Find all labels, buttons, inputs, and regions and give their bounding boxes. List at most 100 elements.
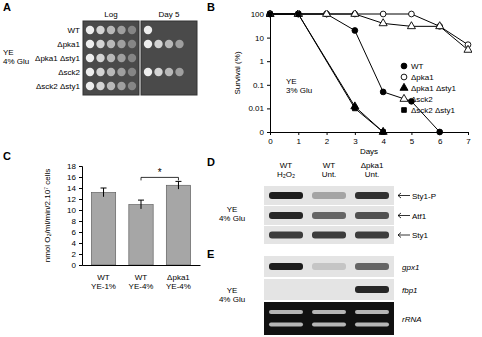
- spot: [96, 68, 104, 76]
- tick-mark: [79, 199, 82, 200]
- spot: [107, 82, 115, 90]
- tick-mark: [79, 166, 82, 167]
- spot: [117, 54, 125, 62]
- error-bar: [175, 181, 181, 189]
- band-label: fbp1: [402, 286, 418, 295]
- tick-mark: [79, 243, 82, 244]
- band: [355, 192, 389, 199]
- band: [269, 286, 303, 293]
- tick: 0.01: [248, 104, 270, 113]
- blot-background: [264, 256, 394, 277]
- point: [294, 10, 302, 16]
- blot-background: [264, 302, 394, 335]
- tick-label: 7: [466, 137, 471, 146]
- point: [436, 22, 444, 29]
- spot: [96, 54, 104, 62]
- panel-b: B00.010.111010001234567DaysSurvival (%)Y…: [207, 1, 472, 156]
- column-header: Δpka1Unt.: [361, 161, 384, 179]
- tick-label: 3: [353, 137, 358, 146]
- spot: [175, 40, 183, 48]
- band: [312, 192, 346, 199]
- band: [355, 322, 389, 326]
- tick-mark: [267, 61, 270, 62]
- tick: 8: [72, 217, 82, 226]
- series-line: [270, 14, 383, 132]
- legend-label: Δpka1 Δsty1: [411, 84, 456, 93]
- blot-background: [264, 279, 394, 300]
- tick: 4: [72, 239, 82, 248]
- point: [266, 10, 274, 16]
- point: [267, 11, 273, 17]
- tick-label: WTYE-4%: [129, 273, 154, 291]
- panel-label: D: [207, 156, 215, 168]
- tick: 18: [67, 162, 82, 171]
- tick-label: 100: [251, 10, 265, 19]
- error-line: [178, 181, 179, 189]
- tick-mark: [468, 132, 469, 135]
- error-line: [138, 200, 144, 201]
- spot: [96, 26, 104, 34]
- error-line: [103, 188, 104, 197]
- strain-label: Δpka1 Δsty1: [35, 54, 80, 63]
- arrow: [398, 213, 410, 218]
- tick-label: 14: [67, 184, 76, 193]
- tick: 1: [297, 132, 302, 146]
- error-bar: [138, 200, 144, 209]
- spot: [86, 54, 94, 62]
- series-line: [270, 14, 468, 50]
- band: [312, 322, 346, 326]
- annotation: YE3% Glu: [286, 77, 312, 95]
- spot: [154, 68, 162, 76]
- tick-label: 0: [72, 261, 77, 270]
- point: [380, 11, 386, 17]
- spot: [107, 40, 115, 48]
- tick-mark: [79, 221, 82, 222]
- tick: 2: [325, 132, 330, 146]
- spot: [175, 68, 183, 76]
- legend-label: Δpka1: [411, 73, 434, 82]
- tick-label: 1: [260, 57, 265, 66]
- spot: [86, 40, 94, 48]
- spot: [86, 26, 94, 34]
- tick: 0: [72, 261, 82, 270]
- tick: 5: [410, 132, 415, 146]
- condition-label: YE4% Glu: [219, 286, 245, 304]
- point: [464, 45, 472, 52]
- tick-mark: [79, 232, 82, 233]
- band-label: rRNA: [402, 315, 422, 324]
- point: [323, 10, 331, 16]
- tick: 2: [72, 250, 82, 259]
- legend-symbol: [401, 74, 407, 80]
- tick-label: 6: [72, 228, 77, 237]
- panel-e: EYE4% Glugpx1fbp1rRNA: [207, 248, 422, 335]
- band-label: Atf1: [412, 212, 427, 221]
- tick-mark: [411, 132, 412, 135]
- band: [312, 286, 346, 293]
- band: [312, 212, 346, 219]
- tick-label: 8: [72, 217, 77, 226]
- tick: 16: [67, 173, 82, 182]
- point: [351, 10, 359, 16]
- panel-label: A: [3, 1, 11, 13]
- axis-line: [267, 15, 271, 133]
- strain-label: WT: [68, 26, 81, 35]
- spot: [117, 68, 125, 76]
- tick-mark: [298, 132, 299, 135]
- tick: 14: [67, 184, 82, 193]
- plot-area: [266, 10, 472, 135]
- spot: [128, 26, 136, 34]
- spot: [144, 40, 152, 48]
- spot: [128, 54, 136, 62]
- point: [268, 12, 273, 17]
- axis-line: [79, 167, 83, 266]
- error-line: [101, 188, 107, 189]
- tick-mark: [270, 132, 271, 135]
- band: [312, 310, 346, 314]
- bar: [166, 185, 190, 265]
- x-axis: WTYE-1%WTYE-4%Δpka1YE-4%: [83, 265, 201, 291]
- tick-label: 10: [67, 206, 76, 215]
- tick: 10: [255, 34, 270, 43]
- tick-label: 0: [260, 128, 265, 137]
- spot: [96, 82, 104, 90]
- spot: [144, 68, 152, 76]
